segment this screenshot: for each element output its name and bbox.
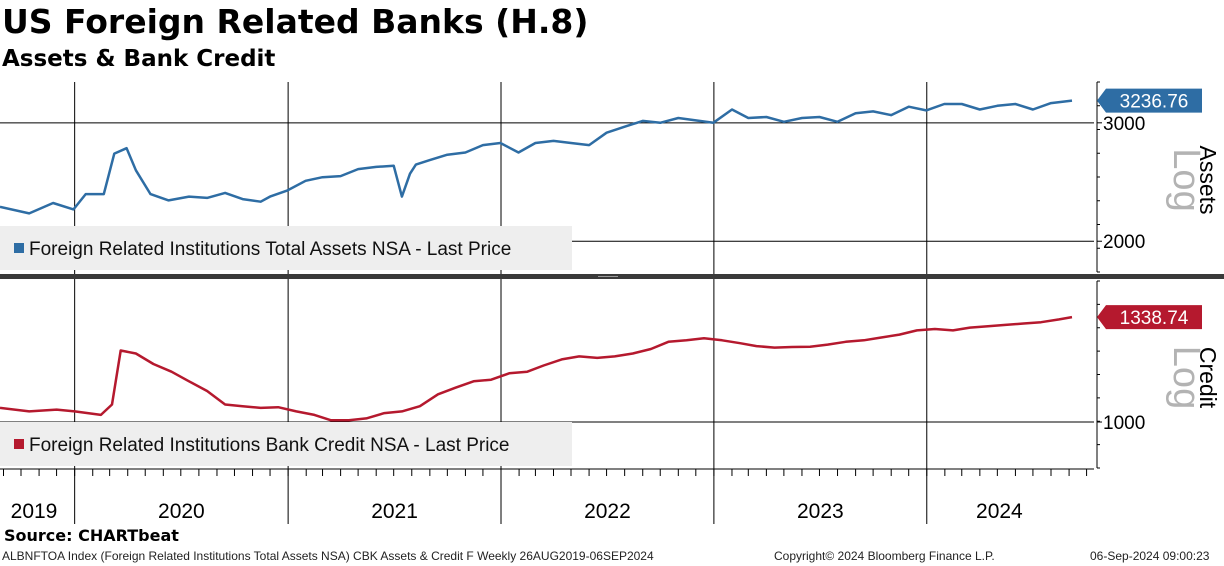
legend-box — [0, 226, 572, 270]
last-price-label: 1338.74 — [1120, 308, 1189, 329]
legend-swatch — [14, 243, 24, 253]
copyright-text: Copyright© 2024 Bloomberg Finance L.P. — [774, 549, 995, 563]
chart-subtitle: Assets & Bank Credit — [2, 46, 276, 72]
last-price-label: 3236.76 — [1120, 92, 1189, 113]
legend-label: Foreign Related Institutions Total Asset… — [29, 239, 511, 260]
last-price-tag — [1097, 305, 1202, 330]
x-tick-label: 2021 — [371, 500, 418, 523]
x-tick-label: 2019 — [11, 500, 58, 523]
x-tick-label: 2024 — [976, 500, 1023, 523]
index-info: ALBNFTOA Index (Foreign Related Institut… — [2, 549, 654, 563]
last-price-tag — [1097, 88, 1202, 113]
axis-name-label: Credit — [1195, 347, 1221, 409]
x-tick-label: 2022 — [584, 500, 631, 523]
series-line — [0, 99, 1073, 215]
source-label: Source: CHARTbeat — [4, 526, 179, 545]
log-scale-label: Log — [1165, 346, 1207, 409]
x-tick-label: 2023 — [797, 500, 844, 523]
log-scale-label: Log — [1165, 148, 1207, 211]
x-tick-label: 2020 — [158, 500, 205, 523]
timestamp: 06-Sep-2024 09:00:23 — [1090, 549, 1210, 563]
legend-swatch — [14, 439, 24, 449]
legend-box — [0, 422, 572, 466]
axis-name-label: Assets — [1195, 145, 1221, 214]
series-line — [0, 315, 1073, 422]
y-tick-label: 1000 — [1103, 413, 1145, 434]
y-tick-label: 3000 — [1103, 114, 1145, 135]
y-tick-label: 2000 — [1103, 232, 1145, 253]
legend-label: Foreign Related Institutions Bank Credit… — [29, 435, 510, 456]
chart-title: US Foreign Related Banks (H.8) — [2, 2, 589, 41]
